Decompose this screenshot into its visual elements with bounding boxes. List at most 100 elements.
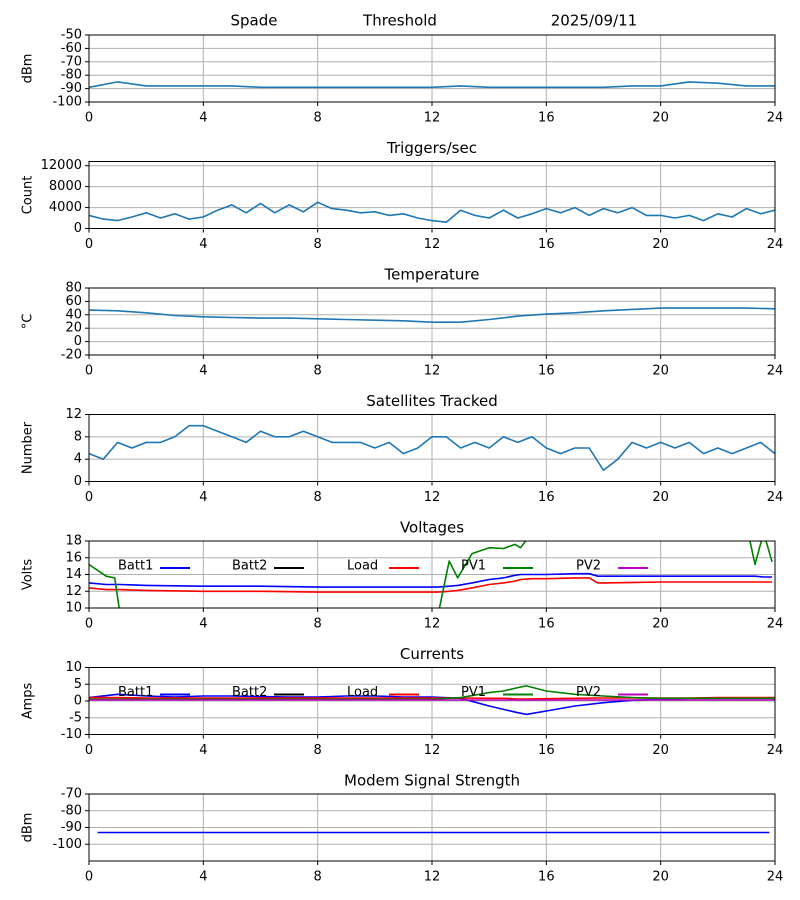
chart-title: Voltages — [400, 519, 464, 537]
x-tick-label: 0 — [85, 111, 93, 126]
y-axis-label: Count — [21, 176, 36, 215]
x-tick-label: 4 — [199, 111, 207, 126]
y-tick-label: -90 — [61, 820, 82, 835]
chart-title: Temperature — [383, 266, 479, 284]
x-tick-label: 4 — [199, 237, 207, 252]
y-tick-label: 0 — [74, 474, 82, 489]
y-tick-label: 20 — [65, 321, 82, 336]
x-tick-label: 16 — [538, 617, 555, 632]
axes-frame — [88, 161, 776, 229]
legend-label: PV2 — [576, 559, 601, 574]
y-tick-label: 0 — [74, 334, 82, 349]
x-tick-label: 12 — [424, 111, 441, 126]
x-tick-label: 8 — [314, 490, 322, 505]
y-tick-label: -70 — [61, 787, 82, 802]
legend-label: PV1 — [461, 685, 486, 700]
legend-label: Batt2 — [232, 559, 267, 574]
y-tick-label: 18 — [65, 534, 82, 549]
x-tick-label: 0 — [85, 617, 93, 632]
data-line — [89, 307, 775, 323]
y-tick-label: -5 — [69, 710, 82, 725]
x-tick-label: 0 — [85, 870, 93, 885]
y-tick-label: 8 — [74, 429, 82, 444]
x-tick-label: 24 — [767, 617, 784, 632]
chart-title: Currents — [400, 645, 464, 663]
plot-area — [89, 201, 775, 223]
chart-annotation: Threshold — [362, 12, 437, 30]
x-tick-label: 0 — [85, 237, 93, 252]
y-axis-label: Number — [21, 421, 36, 474]
y-axis-label: °C — [21, 314, 36, 330]
y-tick-label: 16 — [65, 550, 82, 565]
x-tick-label: 16 — [538, 743, 555, 758]
y-axis-label: dBm — [21, 813, 36, 843]
legend-label: Batt1 — [118, 685, 153, 700]
panel: 0 4000 8000 12000 0 4 8 12 16 20 24 Triggers/sec Cou… — [21, 139, 784, 252]
x-tick-label: 12 — [424, 870, 441, 885]
y-axis-label: Amps — [21, 682, 36, 719]
axes-frame — [88, 34, 776, 103]
plot-area — [89, 424, 775, 472]
y-tick-label: 80 — [65, 281, 82, 296]
y-tick-label: 12000 — [41, 158, 82, 173]
x-tick-label: 4 — [199, 364, 207, 379]
x-tick-label: 12 — [424, 237, 441, 252]
x-tick-label: 4 — [199, 743, 207, 758]
y-tick-label: -10 — [61, 727, 82, 742]
x-tick-label: 16 — [538, 490, 555, 505]
panel: 0 4 8 12 0 4 8 12 16 20 24 Satellites Tracked Number — [21, 392, 784, 505]
x-tick-label: 8 — [314, 617, 322, 632]
data-line — [89, 424, 775, 472]
x-tick-label: 8 — [314, 870, 322, 885]
plot-area — [89, 541, 773, 608]
x-tick-label: 0 — [85, 743, 93, 758]
x-tick-label: 24 — [767, 870, 784, 885]
x-tick-label: 4 — [199, 490, 207, 505]
x-tick-label: 4 — [199, 870, 207, 885]
data-line — [89, 201, 775, 223]
chart-annotation: 2025/09/11 — [551, 12, 637, 30]
x-tick-label: 4 — [199, 617, 207, 632]
data-line — [89, 81, 775, 89]
panel: -100 -90 -80-70 0 4 8 12 16 20 24 Modem Signal Str… — [21, 772, 784, 885]
x-tick-label: 0 — [85, 490, 93, 505]
axes-frame — [88, 793, 776, 862]
x-tick-label: 20 — [652, 490, 669, 505]
x-tick-label: 24 — [767, 364, 784, 379]
x-tick-label: 20 — [652, 111, 669, 126]
chart-title: Spade — [231, 12, 278, 30]
y-tick-label: -20 — [61, 348, 82, 363]
data-line — [89, 541, 773, 608]
chart-title: Modem Signal Strength — [344, 772, 520, 790]
y-tick-label: 10 — [65, 601, 82, 616]
y-tick-label: 0 — [74, 694, 82, 709]
axes-frame — [88, 667, 776, 735]
y-tick-label: -90 — [61, 81, 82, 96]
x-tick-label: 8 — [314, 111, 322, 126]
legend-label: Batt2 — [232, 685, 267, 700]
y-tick-label: -50 — [61, 28, 82, 43]
y-tick-label: 40 — [65, 307, 82, 322]
plot-area — [89, 685, 775, 716]
y-tick-label: 0 — [74, 221, 82, 236]
x-tick-label: 12 — [424, 364, 441, 379]
x-tick-label: 20 — [652, 617, 669, 632]
axes-frame — [88, 287, 776, 356]
x-tick-label: 24 — [767, 490, 784, 505]
y-tick-label: 10 — [65, 660, 82, 675]
plot-area — [89, 81, 775, 89]
legend-label: Batt1 — [118, 559, 153, 574]
x-tick-label: 16 — [538, 111, 555, 126]
y-tick-label: -100 — [52, 837, 82, 852]
data-line — [89, 577, 773, 593]
x-tick-label: 12 — [424, 617, 441, 632]
axes-frame — [88, 540, 776, 609]
y-tick-label: -60 — [61, 41, 82, 56]
x-tick-label: 20 — [652, 870, 669, 885]
y-tick-label: -70 — [61, 54, 82, 69]
x-tick-label: 8 — [314, 237, 322, 252]
chart-title: Triggers/sec — [386, 139, 477, 157]
